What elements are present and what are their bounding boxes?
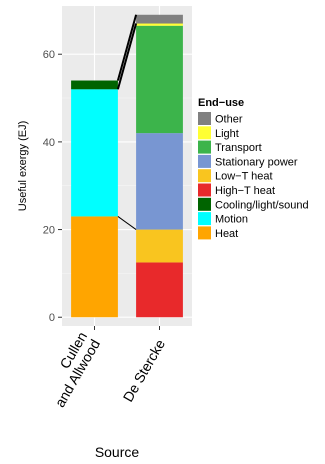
bar-segment-stationary-power — [136, 133, 183, 230]
bar-segment-light — [136, 23, 183, 26]
bar-segment-high-t-heat — [136, 262, 183, 318]
legend-label: Transport — [215, 142, 262, 154]
legend-label: Other — [215, 114, 243, 126]
bars — [71, 14, 183, 318]
legend-key-cooling-light-sound — [198, 197, 211, 211]
legend-key-high-t-heat — [198, 183, 211, 197]
legend-key-light — [198, 126, 211, 140]
legend-key-motion — [198, 212, 211, 226]
legend-label: High−T heat — [215, 185, 275, 197]
x-axis: Cullenand Allwood De Stercke — [38, 326, 169, 410]
connector-line — [116, 14, 138, 81]
legend-key-low-t-heat — [198, 169, 211, 183]
connectors — [116, 14, 138, 230]
bar-segment-motion — [71, 89, 118, 217]
legend-label: Heat — [215, 228, 238, 240]
y-tick-label: 40 — [43, 137, 55, 149]
bar-segment-cooling-light-sound — [71, 80, 118, 90]
x-axis-title: Source — [95, 444, 140, 460]
legend-label: Light — [215, 128, 239, 140]
bar-segment-transport — [136, 25, 183, 134]
legend-key-other — [198, 112, 211, 125]
legend-key-stationary-power — [198, 154, 211, 168]
legend: End−use Other Light Transport Stationary po… — [198, 97, 309, 240]
legend-label: Low−T heat — [215, 171, 273, 183]
y-tick-label: 0 — [49, 312, 55, 324]
connector-line — [116, 23, 138, 90]
x-tick-label: De Stercke — [120, 336, 169, 404]
bar-segment-low-t-heat — [136, 229, 183, 263]
legend-title: End−use — [198, 97, 244, 109]
bar-segment-heat — [71, 216, 118, 318]
y-tick-label: 60 — [43, 49, 55, 61]
y-tick-label: 20 — [43, 225, 55, 237]
legend-label: Stationary power — [215, 156, 298, 168]
y-axis: 0 20 40 60 — [43, 49, 62, 324]
legend-key-heat — [198, 226, 211, 240]
bar-segment-other — [136, 14, 183, 24]
y-axis-title: Useful exergy (EJ) — [17, 121, 29, 211]
legend-label: Motion — [215, 214, 248, 226]
legend-label: Cooling/light/sound — [215, 199, 309, 211]
x-tick-label: Cullenand Allwood — [38, 329, 103, 410]
legend-key-transport — [198, 140, 211, 154]
connector-line — [117, 216, 137, 230]
